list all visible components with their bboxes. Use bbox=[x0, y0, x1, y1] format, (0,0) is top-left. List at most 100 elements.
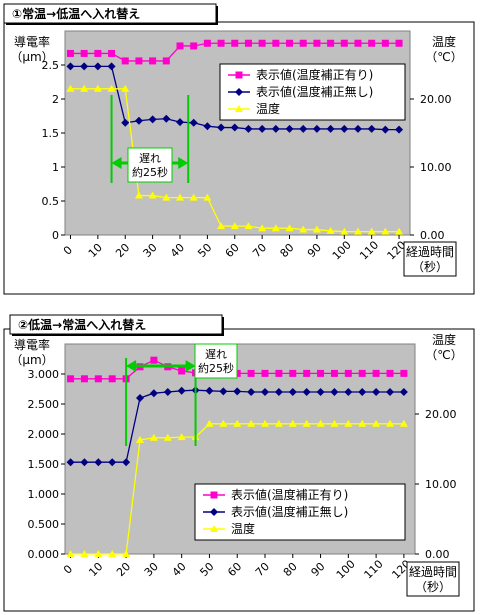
y-tick-label: 2.5 bbox=[42, 59, 60, 72]
data-point-uncorrected bbox=[189, 118, 198, 127]
data-point-corrected bbox=[372, 369, 380, 377]
legend: 表示値(温度補正有り) 表示値(温度補正無し) 温度 bbox=[219, 63, 406, 121]
data-point-temperature bbox=[233, 419, 242, 427]
delay-label: 約25秒 bbox=[198, 361, 234, 375]
data-point-uncorrected bbox=[136, 394, 144, 402]
legend-label-temperature: 温度 bbox=[231, 521, 255, 536]
y2-tick-label: 20.00 bbox=[420, 93, 452, 106]
data-point-temperature bbox=[189, 193, 198, 201]
data-point-temperature bbox=[203, 193, 212, 201]
y2-axis-title: （℃） bbox=[425, 50, 462, 64]
y-axis-title: （μm） bbox=[10, 50, 53, 64]
y-tick-label: 1.5 bbox=[42, 127, 60, 140]
data-point-corrected bbox=[231, 39, 239, 47]
y-tick-label: 3.000 bbox=[28, 368, 60, 381]
data-point-corrected bbox=[299, 39, 307, 47]
data-point-uncorrected bbox=[353, 124, 362, 133]
delay-arrow-left-head bbox=[111, 157, 122, 169]
y-tick-label: 2.000 bbox=[28, 428, 60, 441]
data-point-corrected bbox=[176, 42, 184, 50]
data-point-temperature bbox=[353, 227, 362, 235]
delay-label: 遅れ bbox=[205, 348, 227, 361]
data-point-uncorrected bbox=[134, 116, 143, 125]
data-point-temperature bbox=[163, 433, 172, 441]
data-point-uncorrected bbox=[316, 388, 325, 396]
legend-swatch-marker bbox=[235, 88, 243, 96]
data-point-uncorrected bbox=[258, 124, 267, 133]
data-point-corrected bbox=[317, 369, 325, 377]
data-point-corrected bbox=[286, 39, 294, 47]
legend-label-temperature: 温度 bbox=[256, 101, 280, 116]
x-axis-title: 経過時間 bbox=[406, 245, 454, 259]
data-point-temperature bbox=[330, 419, 339, 427]
data-point-temperature bbox=[162, 193, 171, 201]
data-point-uncorrected bbox=[163, 388, 172, 396]
y-tick-label: 0.500 bbox=[28, 518, 60, 531]
data-point-uncorrected bbox=[288, 388, 297, 396]
title-box bbox=[9, 314, 223, 335]
y-tick-label: 2 bbox=[52, 93, 59, 106]
data-point-corrected bbox=[162, 57, 170, 65]
data-point-corrected bbox=[381, 39, 389, 47]
y-tick-label: 1 bbox=[52, 161, 59, 174]
data-point-temperature bbox=[80, 84, 89, 92]
data-point-corrected bbox=[66, 49, 74, 57]
data-point-corrected bbox=[217, 39, 225, 47]
data-point-temperature bbox=[288, 419, 297, 427]
data-point-uncorrected bbox=[66, 458, 75, 467]
data-point-temperature bbox=[358, 419, 367, 427]
data-point-uncorrected bbox=[93, 62, 102, 71]
y2-tick-label: 10.00 bbox=[420, 161, 452, 174]
data-point-corrected bbox=[135, 57, 143, 65]
data-point-corrected bbox=[368, 39, 376, 47]
data-point-temperature bbox=[176, 193, 184, 201]
data-point-temperature bbox=[372, 419, 381, 427]
data-point-corrected bbox=[313, 39, 321, 47]
series-uncorrected bbox=[66, 386, 408, 467]
data-point-uncorrected bbox=[205, 386, 214, 395]
x-axis-title: （秒） bbox=[412, 260, 448, 274]
data-point-corrected bbox=[330, 369, 338, 377]
data-point-uncorrected bbox=[149, 389, 158, 398]
data-point-corrected bbox=[150, 356, 158, 364]
data-point-temperature bbox=[66, 550, 75, 557]
data-point-temperature bbox=[149, 433, 158, 441]
data-point-corrected bbox=[400, 369, 408, 377]
data-point-temperature bbox=[367, 227, 376, 235]
chart-warm-swap: ②低温→常温へ入れ替え 0.000 0.500 1.000 1.500 2.000 2.50… bbox=[3, 314, 475, 612]
data-point-uncorrected bbox=[340, 124, 349, 133]
data-point-uncorrected bbox=[107, 62, 116, 71]
legend-label-uncorrected: 表示値(温度補正無し) bbox=[231, 504, 348, 519]
legend-swatch-marker bbox=[235, 105, 243, 112]
data-point-temperature bbox=[217, 222, 226, 230]
data-point-uncorrected bbox=[386, 388, 394, 396]
data-point-temperature bbox=[66, 84, 75, 92]
data-point-uncorrected bbox=[271, 124, 280, 133]
data-point-corrected bbox=[340, 39, 348, 47]
chart-title: ①常温→低温へ入れ替え bbox=[12, 6, 140, 21]
data-point-temperature bbox=[230, 222, 239, 230]
y2-axis-title: 温度 bbox=[432, 332, 456, 347]
data-point-corrected bbox=[190, 42, 198, 50]
data-point-uncorrected bbox=[177, 386, 186, 395]
data-point-uncorrected bbox=[399, 388, 408, 396]
legend-label-corrected: 表示値(温度補正有り) bbox=[231, 487, 348, 502]
data-point-corrected bbox=[354, 39, 362, 47]
data-point-uncorrected bbox=[244, 124, 253, 133]
data-point-uncorrected bbox=[148, 115, 157, 124]
data-point-uncorrected bbox=[367, 124, 376, 133]
data-point-uncorrected bbox=[285, 124, 294, 133]
data-point-uncorrected bbox=[217, 123, 226, 132]
data-point-corrected bbox=[80, 49, 88, 57]
x-axis-title: （秒） bbox=[415, 580, 451, 594]
y-tick-label: 0.5 bbox=[42, 195, 60, 208]
data-point-temperature bbox=[244, 222, 253, 230]
data-point-temperature bbox=[93, 84, 102, 92]
data-point-temperature bbox=[205, 419, 214, 427]
legend-swatch-marker bbox=[210, 491, 218, 499]
data-point-corrected bbox=[94, 375, 102, 383]
data-point-temperature bbox=[399, 419, 408, 427]
data-point-uncorrected bbox=[372, 388, 381, 396]
delay-label-box bbox=[127, 147, 173, 183]
